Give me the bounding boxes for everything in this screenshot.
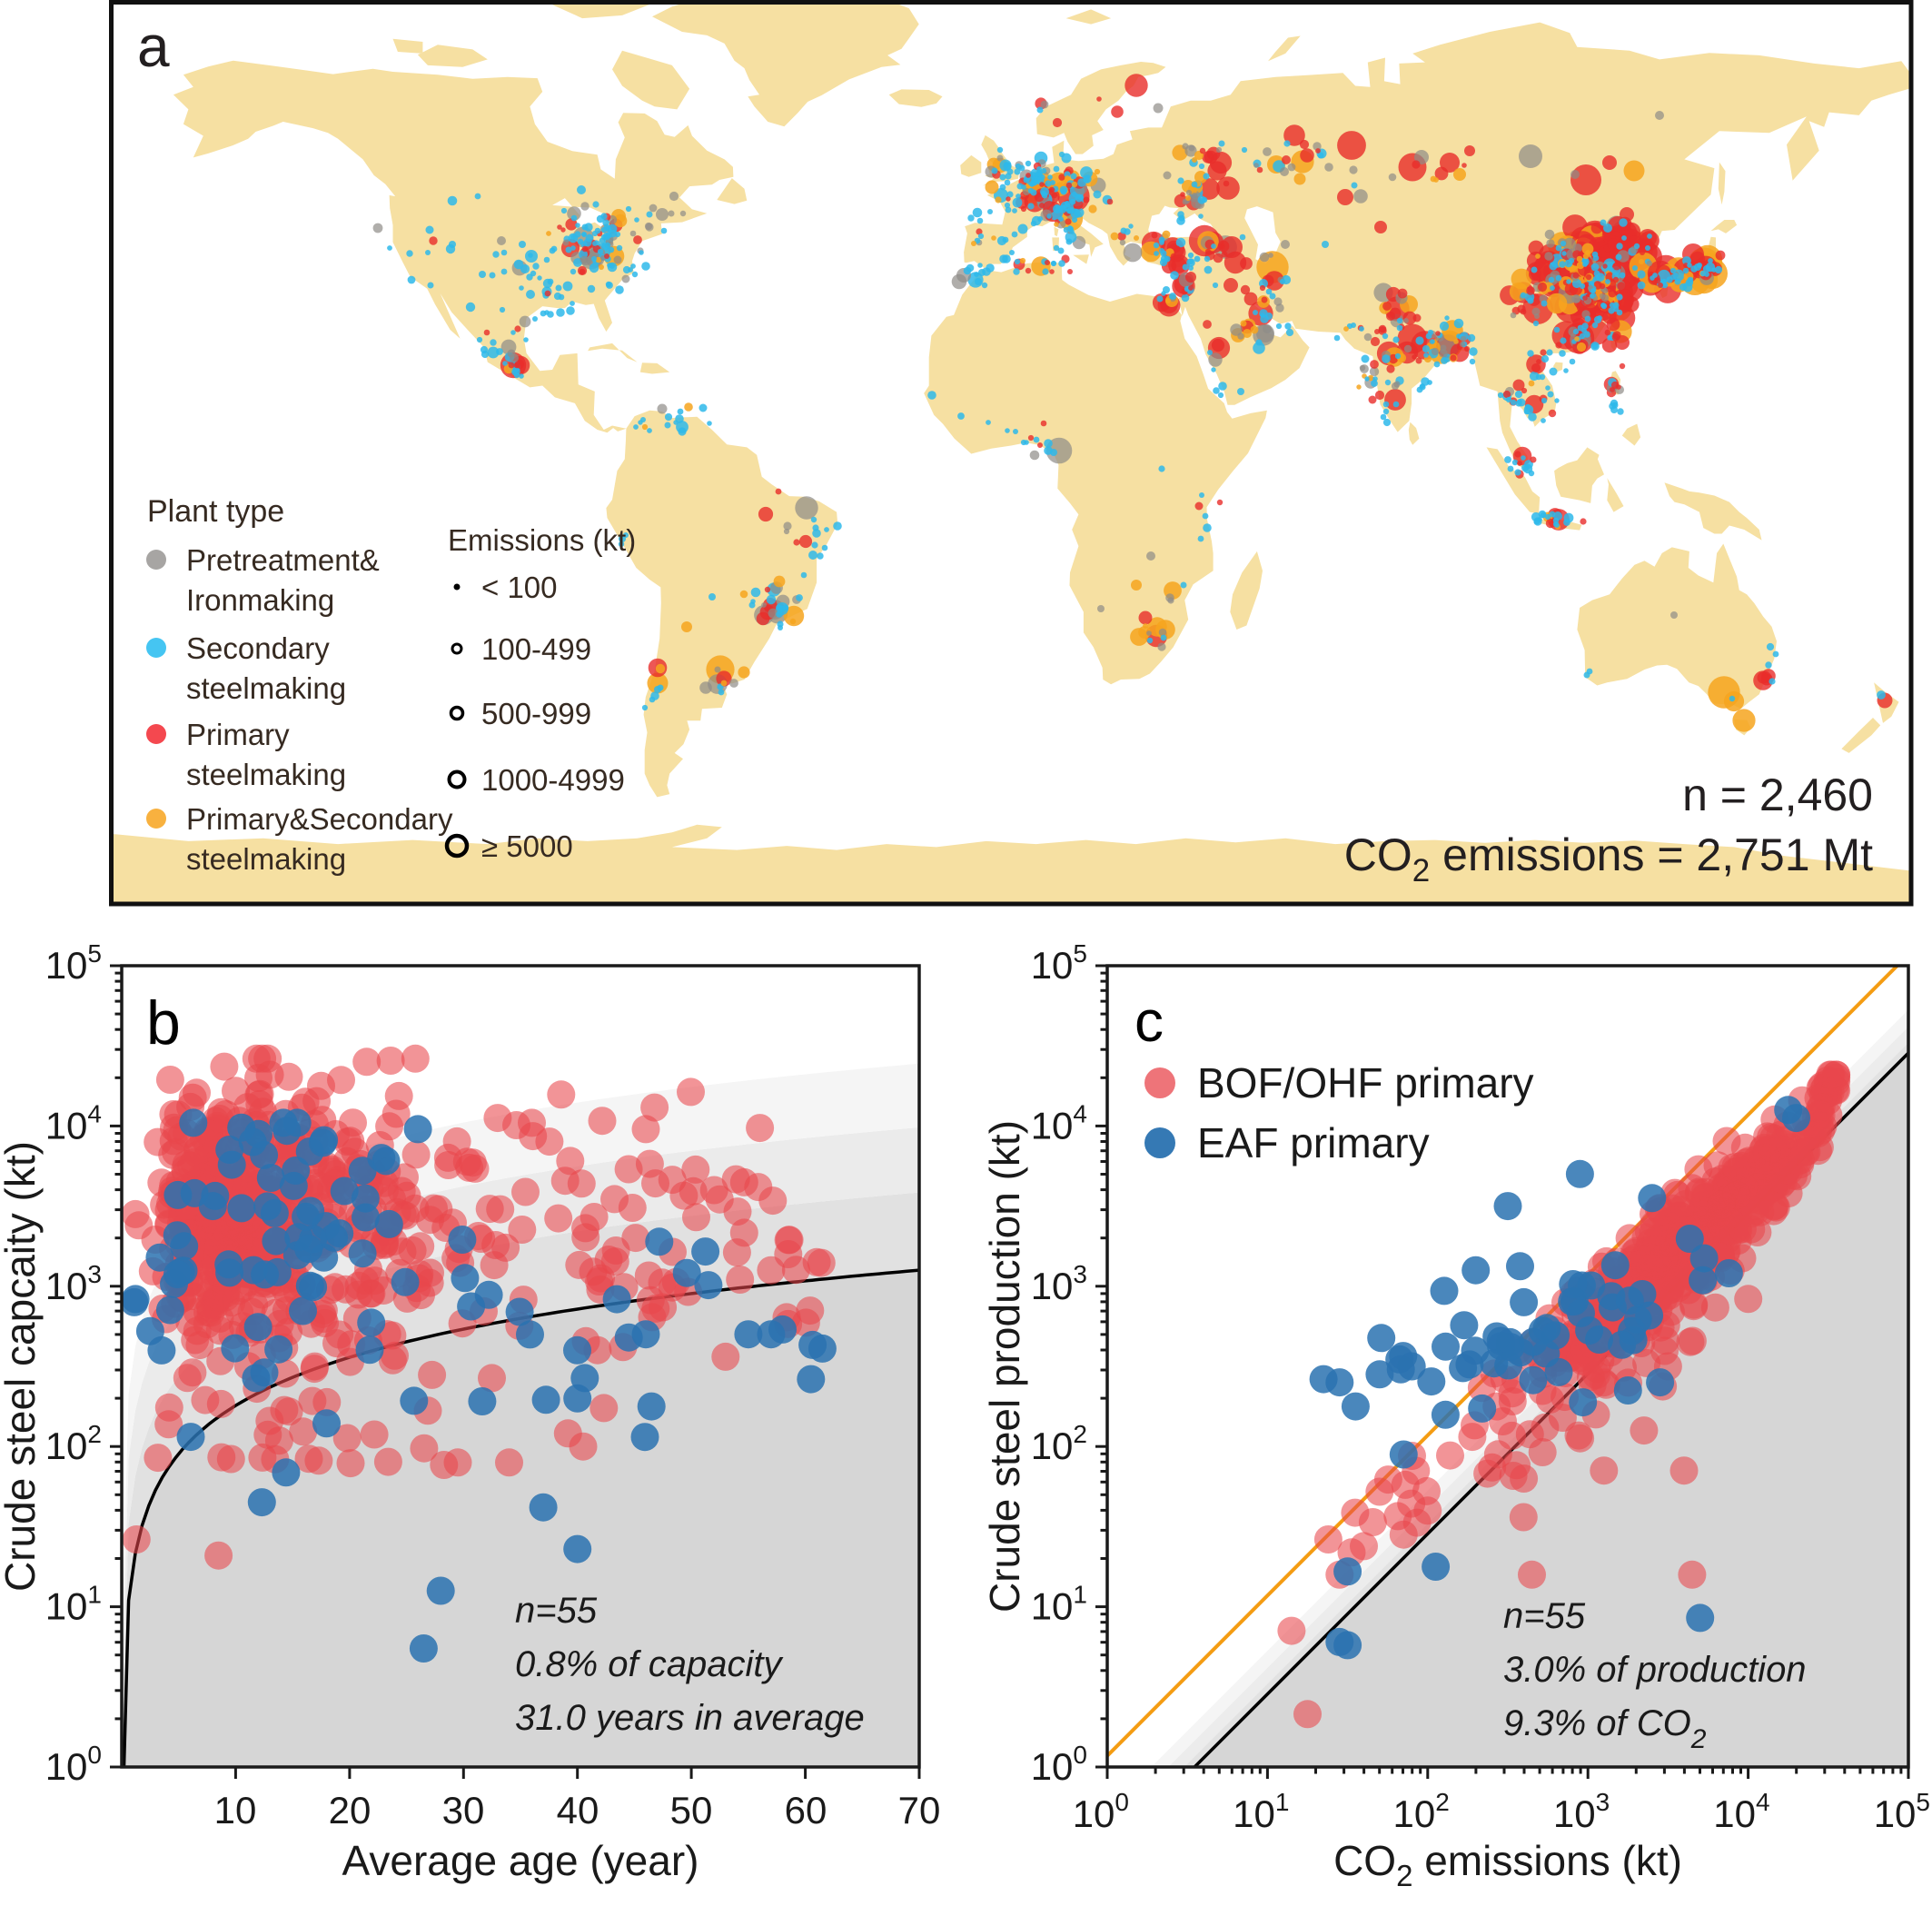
svg-text:steelmaking: steelmaking [186, 842, 346, 876]
svg-text:≥ 5000: ≥ 5000 [481, 829, 573, 863]
svg-text:3.0% of production: 3.0% of production [1503, 1650, 1807, 1690]
svg-text:BOF/OHF primary: BOF/OHF primary [1197, 1059, 1534, 1107]
svg-text:c: c [1134, 988, 1164, 1054]
svg-text:105: 105 [45, 939, 102, 987]
svg-text:Plant type: Plant type [147, 494, 284, 529]
svg-text:n=55: n=55 [515, 1591, 598, 1631]
svg-text:Primary: Primary [186, 718, 290, 751]
svg-text:70: 70 [898, 1789, 941, 1832]
svg-text:Crude steel capcaity (kt): Crude steel capcaity (kt) [0, 1141, 44, 1592]
svg-text:31.0 years in average: 31.0 years in average [515, 1698, 865, 1738]
svg-text:Crude steel production (kt): Crude steel production (kt) [981, 1120, 1028, 1613]
svg-text:101: 101 [45, 1581, 102, 1628]
svg-text:steelmaking: steelmaking [186, 671, 346, 705]
svg-text:10: 10 [214, 1789, 257, 1832]
svg-text:Primary&Secondary: Primary&Secondary [186, 802, 453, 836]
svg-text:Ironmaking: Ironmaking [186, 583, 334, 617]
svg-text:50: 50 [670, 1789, 713, 1832]
svg-text:30: 30 [442, 1789, 485, 1832]
svg-text:Secondary: Secondary [186, 631, 330, 665]
svg-text:a: a [137, 14, 170, 79]
svg-text:100-499: 100-499 [481, 632, 591, 666]
svg-text:b: b [146, 988, 181, 1057]
svg-text:steelmaking: steelmaking [186, 758, 346, 791]
svg-text:1000-4999: 1000-4999 [481, 763, 625, 797]
svg-text:n = 2,460: n = 2,460 [1682, 769, 1873, 820]
svg-text:103: 103 [1553, 1788, 1610, 1835]
svg-text:EAF primary: EAF primary [1197, 1119, 1430, 1166]
svg-text:n=55: n=55 [1503, 1596, 1586, 1636]
svg-text:Average age (year): Average age (year) [342, 1837, 699, 1884]
svg-text:40: 40 [557, 1789, 599, 1832]
svg-text:60: 60 [785, 1789, 827, 1832]
svg-text:Pretreatment&: Pretreatment& [186, 543, 380, 577]
svg-text:20: 20 [329, 1789, 372, 1832]
svg-text:CO2 emissions = 2,751 Mt: CO2 emissions = 2,751 Mt [1344, 829, 1873, 888]
svg-text:< 100: < 100 [481, 571, 558, 604]
svg-text:0.8% of capacity: 0.8% of capacity [515, 1644, 784, 1684]
svg-text:Emissions (kt): Emissions (kt) [448, 523, 636, 557]
svg-text:CO2 emissions (kt): CO2 emissions (kt) [1333, 1837, 1682, 1892]
svg-text:102: 102 [1031, 1420, 1087, 1467]
svg-text:500-999: 500-999 [481, 697, 591, 730]
